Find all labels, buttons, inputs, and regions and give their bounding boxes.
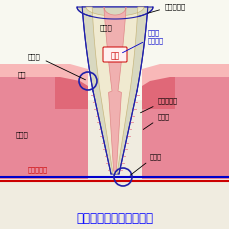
Polygon shape xyxy=(0,95,88,179)
Ellipse shape xyxy=(199,108,204,121)
Text: 歯髄: 歯髄 xyxy=(110,51,119,60)
Ellipse shape xyxy=(74,121,80,127)
Ellipse shape xyxy=(166,124,179,137)
Ellipse shape xyxy=(37,141,44,153)
Polygon shape xyxy=(141,75,174,109)
Text: 神経・血管: 神経・血管 xyxy=(28,166,48,172)
Polygon shape xyxy=(141,65,229,87)
Ellipse shape xyxy=(62,102,70,110)
Ellipse shape xyxy=(65,159,73,167)
Ellipse shape xyxy=(186,158,192,164)
Ellipse shape xyxy=(150,140,157,154)
Ellipse shape xyxy=(153,142,160,150)
Ellipse shape xyxy=(151,142,156,152)
Text: 象牙質: 象牙質 xyxy=(99,25,112,31)
Bar xyxy=(0,0,229,100)
Polygon shape xyxy=(55,75,88,109)
Text: エナメル質: エナメル質 xyxy=(147,3,185,14)
Ellipse shape xyxy=(170,141,179,150)
Ellipse shape xyxy=(181,102,189,112)
Ellipse shape xyxy=(47,101,55,109)
Ellipse shape xyxy=(7,113,18,121)
Polygon shape xyxy=(0,78,88,179)
Ellipse shape xyxy=(161,127,169,136)
Text: 歯牙と歯周組織の断面図: 歯牙と歯周組織の断面図 xyxy=(76,212,153,224)
Ellipse shape xyxy=(158,103,164,118)
Ellipse shape xyxy=(44,134,49,140)
Text: 歯髄腔
（根管）: 歯髄腔 （根管） xyxy=(122,29,163,54)
Ellipse shape xyxy=(13,128,21,142)
Ellipse shape xyxy=(207,123,217,135)
Ellipse shape xyxy=(2,160,12,172)
Ellipse shape xyxy=(214,159,222,167)
Polygon shape xyxy=(77,8,152,20)
Ellipse shape xyxy=(40,133,51,146)
Polygon shape xyxy=(86,8,143,174)
Ellipse shape xyxy=(39,158,46,167)
Ellipse shape xyxy=(197,109,205,116)
Ellipse shape xyxy=(18,133,26,142)
Text: 歯肉: 歯肉 xyxy=(18,71,26,78)
Ellipse shape xyxy=(65,114,73,122)
Ellipse shape xyxy=(182,146,194,154)
Text: セメント質: セメント質 xyxy=(140,97,177,113)
Ellipse shape xyxy=(145,128,157,141)
Ellipse shape xyxy=(143,108,155,119)
Ellipse shape xyxy=(38,110,46,122)
Text: 歯根膜: 歯根膜 xyxy=(143,112,169,130)
Ellipse shape xyxy=(54,111,60,120)
Ellipse shape xyxy=(69,152,79,162)
Ellipse shape xyxy=(177,164,188,173)
Polygon shape xyxy=(82,8,147,174)
Ellipse shape xyxy=(55,137,65,149)
Text: 歯槽骨: 歯槽骨 xyxy=(16,131,28,138)
Polygon shape xyxy=(0,65,88,87)
Ellipse shape xyxy=(34,136,42,148)
Ellipse shape xyxy=(20,96,29,112)
Ellipse shape xyxy=(14,138,24,147)
Text: 根尖孔: 根尖孔 xyxy=(130,152,161,176)
FancyBboxPatch shape xyxy=(103,48,126,63)
Text: 歯肉溝: 歯肉溝 xyxy=(28,53,85,80)
Polygon shape xyxy=(104,8,125,172)
Ellipse shape xyxy=(147,169,156,174)
Polygon shape xyxy=(141,95,229,179)
Ellipse shape xyxy=(144,131,156,139)
Polygon shape xyxy=(141,78,229,179)
Ellipse shape xyxy=(164,157,173,170)
